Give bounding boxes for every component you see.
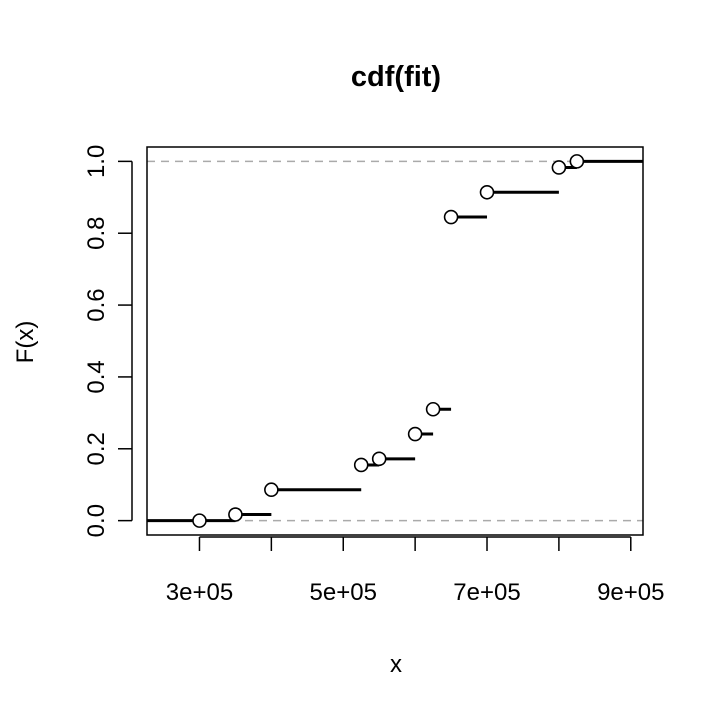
chart-title: cdf(fit) <box>351 61 441 93</box>
step-point <box>192 513 207 528</box>
y-axis-label: F(x) <box>12 321 39 364</box>
step-point <box>264 482 279 498</box>
y-tick-label: 0.0 <box>83 504 110 537</box>
x-axis-label: x <box>390 651 402 678</box>
y-axis: 0.0 0.2 0.4 0.6 0.8 1.0 <box>83 145 133 537</box>
step-point <box>371 451 387 467</box>
step-series <box>147 154 643 528</box>
y-tick-label: 0.6 <box>83 288 110 321</box>
y-tick-label: 0.2 <box>83 432 110 465</box>
step-point <box>353 457 369 473</box>
reference-lines <box>147 160 643 522</box>
step-point <box>407 426 423 442</box>
step-point <box>551 160 567 175</box>
y-tick-label: 0.8 <box>83 217 110 250</box>
x-tick-label: 7e+05 <box>453 579 520 606</box>
step-point <box>425 401 441 417</box>
y-tick-label: 1.0 <box>83 145 110 178</box>
step-point <box>228 507 243 522</box>
step-point <box>479 184 495 200</box>
step-point <box>443 209 459 225</box>
x-tick-label: 9e+05 <box>597 579 664 606</box>
y-tick-label: 0.4 <box>83 360 110 393</box>
x-tick-label: 5e+05 <box>310 579 377 606</box>
plot-frame <box>146 146 644 536</box>
x-tick-label: 3e+05 <box>166 579 233 606</box>
step-point <box>569 154 585 169</box>
x-axis: 3e+05 5e+05 7e+05 9e+05 <box>166 536 664 606</box>
